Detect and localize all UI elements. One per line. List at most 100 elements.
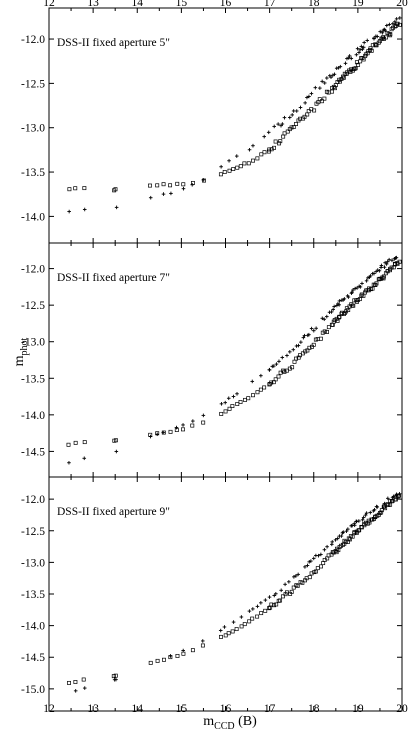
data-point-square [285, 129, 290, 134]
data-point-cross [250, 379, 255, 384]
data-point-cross [277, 359, 281, 364]
data-point-square [290, 365, 295, 370]
data-point-square [168, 183, 173, 188]
data-point-cross [174, 425, 179, 430]
data-point-cross [191, 419, 195, 423]
data-point-cross [382, 265, 387, 269]
data-point-square [359, 293, 364, 298]
data-point-square [363, 290, 367, 295]
data-point-square [155, 658, 160, 663]
data-point-square [358, 59, 363, 64]
data-point-cross [259, 373, 263, 378]
data-point-cross [309, 91, 314, 96]
data-point-cross [387, 257, 391, 262]
data-point-cross [372, 271, 376, 276]
x-tick-label-top: 17 [264, 0, 276, 9]
data-point-cross [353, 286, 357, 291]
data-point-square [235, 165, 240, 170]
y-tick-label: -13.0 [21, 557, 45, 569]
data-point-cross [226, 396, 231, 401]
data-point-square [190, 648, 195, 653]
panel-title: DSS-II fixed aperture 5" [57, 37, 170, 49]
data-point-square [368, 46, 373, 51]
data-point-square [278, 598, 283, 603]
data-point-square [81, 677, 86, 682]
y-tick-label: -13.5 [21, 373, 45, 385]
x-tick-label-top: 12 [43, 0, 55, 9]
data-point-square [385, 269, 390, 274]
data-point-square [239, 624, 244, 629]
data-point-square [383, 35, 388, 40]
data-point-cross [385, 259, 390, 264]
data-point-square [273, 377, 278, 382]
data-point-square [267, 147, 272, 152]
data-point-cross [362, 40, 366, 45]
data-point-square [356, 528, 361, 533]
data-point-cross [377, 268, 382, 273]
data-point-square [250, 616, 255, 621]
data-point-cross [296, 572, 300, 577]
data-point-cross [282, 115, 287, 120]
data-point-cross [361, 515, 366, 520]
data-point-square [356, 62, 361, 67]
data-point-cross [379, 263, 384, 268]
data-point-cross [114, 449, 119, 454]
data-point-cross [234, 154, 239, 158]
data-point-square [258, 387, 263, 392]
data-point-square [342, 311, 346, 316]
data-point-cross [219, 402, 224, 406]
data-point-cross [339, 534, 344, 538]
data-point-cross [114, 677, 118, 682]
x-tick-labels-top: 12 13 14 15 16 17 18 19 20 [43, 0, 408, 9]
data-point-square [369, 48, 374, 53]
data-point-cross [307, 332, 311, 337]
y-tick-label: -12.0 [21, 264, 45, 276]
data-point-cross [358, 48, 362, 52]
data-point-cross [294, 109, 299, 113]
data-point-square [219, 634, 223, 639]
data-point-square [357, 528, 362, 533]
panel-title: DSS-II fixed aperture 9" [57, 506, 170, 518]
data-point-cross [67, 209, 71, 214]
data-point-square [295, 583, 300, 588]
data-point-cross [267, 368, 272, 372]
panel-3: -15.0 -14.5 -14.0 -13.5 -13.0 -12.5 -12.0 DSS-I… [21, 476, 403, 712]
x-tick-label-bottom: 12 [43, 703, 55, 715]
data-point-cross [313, 85, 318, 90]
data-point-square [262, 150, 267, 155]
data-point-square [277, 141, 282, 146]
data-point-square [82, 440, 87, 445]
data-point-cross [346, 527, 350, 531]
data-point-square [278, 139, 283, 144]
data-point-cross [391, 21, 395, 26]
data-point-cross [344, 529, 349, 533]
data-point-square [251, 393, 255, 398]
data-point-cross [330, 540, 335, 544]
data-point-cross [200, 639, 205, 643]
data-point-square [200, 643, 205, 648]
data-point-square [281, 134, 286, 139]
data-point-square [222, 170, 227, 174]
data-point-cross [360, 281, 364, 286]
data-point-cross [305, 563, 310, 568]
data-point-cross [291, 347, 296, 352]
y-tick-label: -14.0 [21, 621, 45, 633]
data-point-square [111, 674, 116, 679]
data-point-square [73, 186, 78, 191]
data-point-cross [279, 588, 283, 593]
data-point-cross [181, 186, 186, 191]
data-point-square [238, 164, 243, 169]
data-point-square [329, 552, 334, 557]
data-point-square [255, 156, 260, 161]
data-point-cross [372, 508, 377, 512]
data-point-cross [346, 295, 351, 299]
data-point-cross [312, 328, 316, 333]
data-point-cross [259, 601, 263, 605]
data-point-square [276, 374, 281, 379]
data-point-cross [359, 44, 364, 49]
data-point-square [326, 325, 331, 330]
data-point-square [389, 265, 394, 270]
data-point-square [73, 440, 78, 445]
data-point-cross [280, 122, 285, 126]
y-tick-label: -14.5 [21, 446, 45, 458]
